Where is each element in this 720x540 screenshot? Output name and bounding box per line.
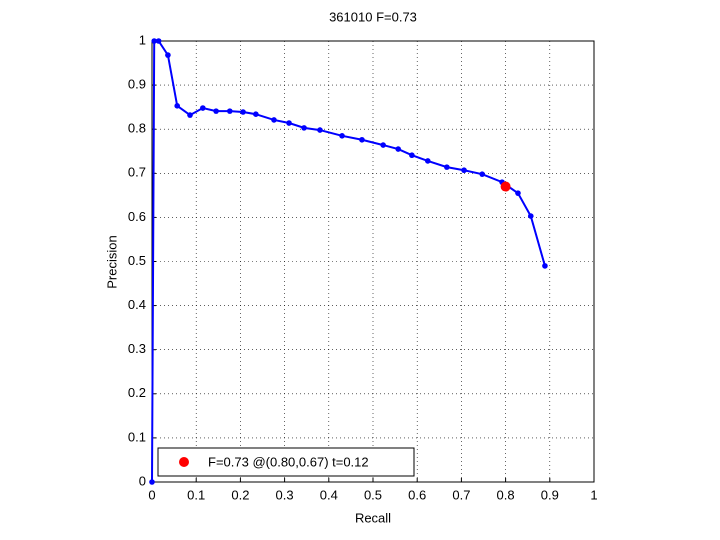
y-tick-label: 0.8 [128, 121, 146, 136]
data-point [317, 127, 323, 133]
data-point [527, 213, 534, 219]
x-tick-label: 0.9 [541, 487, 559, 502]
data-point [286, 120, 292, 126]
data-point [271, 117, 277, 123]
y-tick-label: 1 [139, 32, 146, 47]
data-point [253, 111, 259, 118]
data-point [174, 103, 180, 109]
data-point [409, 152, 415, 159]
chart-title: 361010 F=0.73 [329, 9, 417, 24]
x-tick-label: 0.6 [408, 487, 426, 502]
y-tick-label: 0.7 [128, 165, 146, 180]
x-tick-label: 0.8 [497, 487, 515, 502]
series-line [151, 40, 546, 483]
y-tick-label: 0.4 [128, 297, 146, 312]
legend-marker [179, 457, 189, 467]
data-point [542, 263, 548, 269]
x-tick-label: 0.2 [231, 487, 249, 502]
data-point [200, 105, 206, 111]
x-tick-label: 0 [148, 487, 155, 502]
data-point [301, 125, 307, 131]
data-point [149, 479, 155, 485]
data-point [380, 142, 386, 148]
x-tick-label: 0.7 [452, 487, 470, 502]
data-point [395, 146, 401, 152]
x-axis-label: Recall [355, 510, 391, 525]
legend-box [157, 447, 415, 477]
axes-box [151, 40, 595, 483]
y-tick-label: 0 [139, 473, 146, 488]
y-tick-label: 0.6 [128, 209, 146, 224]
data-point [461, 167, 467, 174]
data-point [444, 164, 450, 170]
data-point [479, 171, 485, 177]
y-tick-label: 0.5 [128, 253, 146, 268]
data-point [500, 181, 511, 192]
x-tick-label: 0.3 [276, 487, 294, 502]
data-point [515, 190, 521, 196]
x-tick-label: 0.4 [320, 487, 338, 502]
legend-label: F=0.73 @(0.80,0.67) t=0.12 [208, 454, 369, 469]
y-tick-label: 0.1 [128, 429, 146, 444]
data-point [213, 108, 219, 114]
data-point [240, 109, 246, 115]
data-point [339, 133, 345, 139]
y-axis-label: Precision [104, 235, 119, 288]
data-point [165, 52, 171, 58]
y-tick-label: 0.3 [128, 341, 146, 356]
x-tick-label: 0.1 [187, 487, 205, 502]
x-tick-label: 0.5 [364, 487, 382, 502]
y-tick-label: 0.2 [128, 385, 146, 400]
data-point [151, 38, 158, 44]
data-point [187, 112, 193, 118]
data-point [155, 38, 162, 44]
data-point [226, 108, 233, 114]
data-point [359, 136, 365, 143]
y-tick-label: 0.9 [128, 77, 146, 92]
x-tick-label: 1 [590, 487, 597, 502]
data-point [425, 158, 431, 164]
